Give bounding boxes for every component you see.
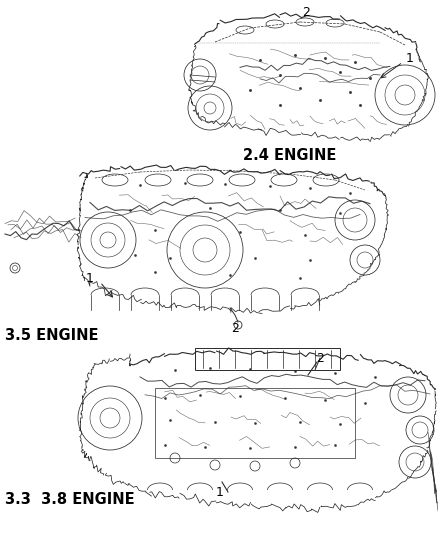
Text: 2.4 ENGINE: 2.4 ENGINE bbox=[244, 148, 337, 163]
Text: 3.5 ENGINE: 3.5 ENGINE bbox=[5, 328, 99, 343]
Text: 1: 1 bbox=[406, 52, 414, 64]
Text: 2: 2 bbox=[231, 321, 239, 335]
Text: 1: 1 bbox=[216, 486, 224, 498]
Text: 3.3  3.8 ENGINE: 3.3 3.8 ENGINE bbox=[5, 492, 134, 507]
Text: 2: 2 bbox=[302, 6, 310, 20]
Text: 1: 1 bbox=[86, 271, 94, 285]
Text: 2: 2 bbox=[316, 351, 324, 365]
